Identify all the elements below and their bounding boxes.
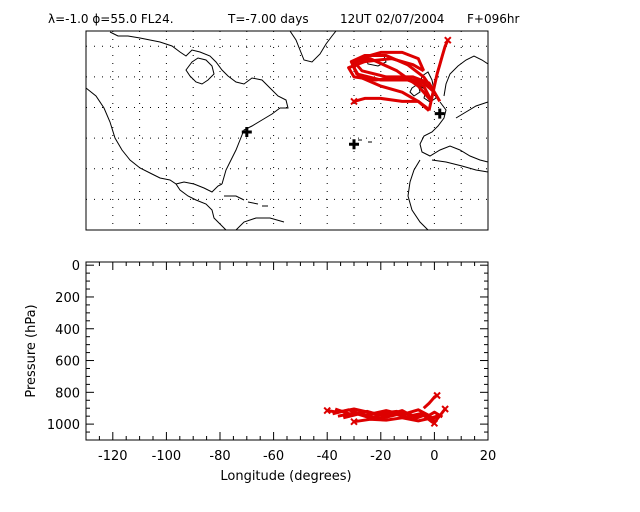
forecast-label: F+096hr [467,12,520,26]
x-axis-title: Longitude (degrees) [220,469,351,484]
coastlines [86,31,488,230]
map-trajectory-end-marker [350,97,358,106]
time-label: T=-7.00 days [228,12,309,26]
x-tick-label: 0 [430,449,438,464]
y-axis-title: Pressure (hPa) [24,304,39,397]
y-tick-label: 800 [55,386,80,401]
x-tick-label: 20 [480,449,497,464]
run-label: λ=-1.0 ϕ=55.0 FL24. [48,12,174,26]
date-label: 12UT 02/07/2004 [340,12,445,26]
y-tick-label: 0 [72,259,80,274]
x-tick-label: -40 [317,449,338,464]
pressure-x-tick-labels: -120 -100 -80 -60 -40 -20 0 20 [98,449,496,464]
map-trajectories [347,36,452,112]
map-panel [85,30,489,231]
map-frame [85,30,489,231]
coast-uk [419,71,437,103]
map-trajectory-end-marker [444,36,452,44]
coast-caribbean [224,195,268,207]
pressure-end-marker [430,419,439,428]
x-tick-label: -60 [263,449,284,464]
map-location-marker [241,127,252,138]
pressure-end-marker [441,405,449,413]
map-grid [86,31,488,230]
coast-north-america [86,31,289,230]
coast-azores [358,139,372,143]
header-bar: λ=-1.0 ϕ=55.0 FL24. T=-7.00 days 12UT 02… [0,0,640,30]
x-tick-label: -120 [98,449,128,464]
y-tick-label: 1000 [47,418,80,433]
map-location-marker [349,139,359,150]
pressure-end-markers [323,391,449,428]
coast-greenland [289,31,337,63]
pressure-panel: -120 -100 -80 -60 -40 -20 0 20 0 200 400 600 800 100… [24,259,496,484]
x-tick-label: -80 [209,449,230,464]
map-trajectory [352,57,442,103]
map-location-marker [434,108,445,119]
x-tick-label: -20 [370,449,391,464]
map-trajectory [427,39,450,111]
coast-gulf [175,181,223,193]
pressure-end-marker [433,391,441,400]
pressure-end-marker [350,418,358,426]
pressure-end-marker [323,406,331,415]
pressure-y-tick-labels: 0 200 400 600 800 1000 [47,259,80,433]
coast-africa [407,159,488,230]
x-tick-label: -100 [152,449,182,464]
pressure-frame [85,261,489,441]
coast-hudson-bay [185,57,215,85]
y-tick-label: 400 [55,323,80,338]
y-tick-label: 200 [55,291,80,306]
coast-south-america [235,217,285,230]
pressure-series [326,394,447,425]
y-tick-label: 600 [55,355,80,370]
coast-europe [419,55,488,163]
map-markers [241,108,445,150]
